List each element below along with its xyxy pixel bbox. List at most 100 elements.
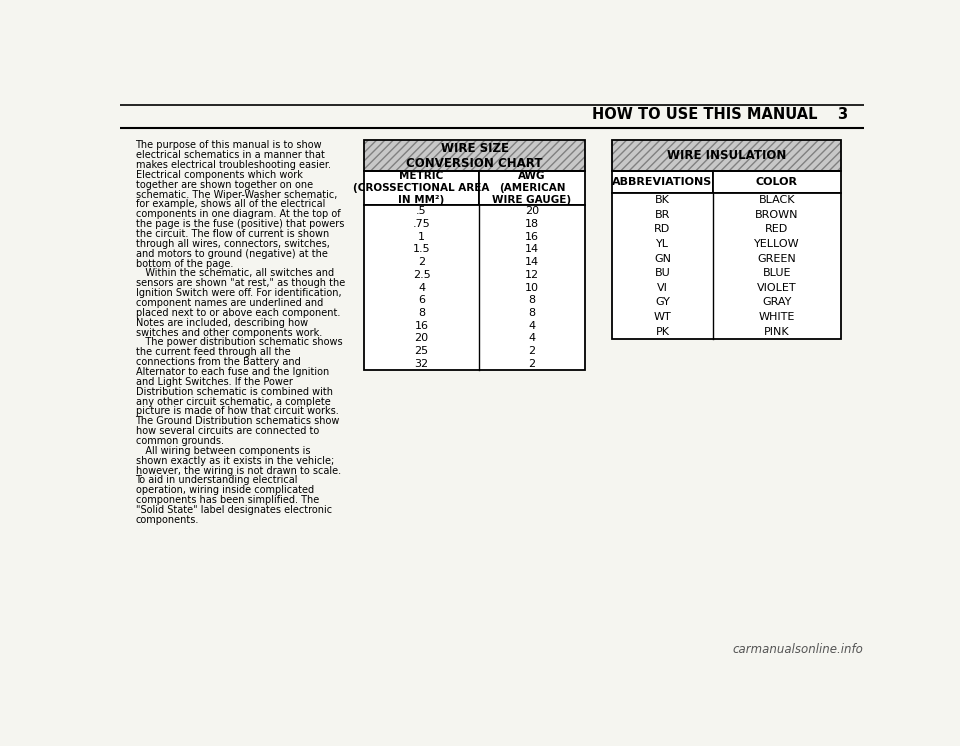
Bar — [612, 171, 712, 192]
Text: VIOLET: VIOLET — [756, 283, 797, 292]
Text: the current feed through all the: the current feed through all the — [135, 348, 290, 357]
Text: components in one diagram. At the top of: components in one diagram. At the top of — [135, 210, 340, 219]
Text: PINK: PINK — [764, 327, 789, 336]
Text: operation, wiring inside complicated: operation, wiring inside complicated — [135, 486, 314, 495]
Text: GRAY: GRAY — [762, 298, 791, 307]
Bar — [479, 171, 585, 205]
Text: schematic. The Wiper-Washer schematic,: schematic. The Wiper-Washer schematic, — [135, 189, 337, 200]
Text: 32: 32 — [415, 359, 428, 369]
Text: 4: 4 — [528, 333, 536, 343]
Text: 2.5: 2.5 — [413, 270, 430, 280]
Text: the circuit. The flow of current is shown: the circuit. The flow of current is show… — [135, 229, 328, 239]
Text: 14: 14 — [525, 257, 540, 267]
Text: picture is made of how that circuit works.: picture is made of how that circuit work… — [135, 407, 338, 416]
Text: RED: RED — [765, 225, 788, 234]
Text: components has been simplified. The: components has been simplified. The — [135, 495, 319, 505]
Text: 2: 2 — [418, 257, 425, 267]
Text: 20: 20 — [525, 207, 540, 216]
Text: VI: VI — [657, 283, 668, 292]
Text: components.: components. — [135, 515, 199, 525]
Text: The purpose of this manual is to show: The purpose of this manual is to show — [135, 140, 323, 151]
Text: 16: 16 — [525, 232, 539, 242]
Text: makes electrical troubleshooting easier.: makes electrical troubleshooting easier. — [135, 160, 330, 170]
Text: common grounds.: common grounds. — [135, 436, 224, 446]
Text: .75: .75 — [413, 219, 430, 229]
Text: COLOR: COLOR — [756, 177, 798, 187]
Text: 2: 2 — [528, 359, 536, 369]
Text: carmanualsonline.info: carmanualsonline.info — [732, 643, 864, 656]
Text: Notes are included, describing how: Notes are included, describing how — [135, 318, 307, 327]
Text: GREEN: GREEN — [757, 254, 796, 263]
Text: BROWN: BROWN — [755, 210, 799, 219]
Text: component names are underlined and: component names are underlined and — [135, 298, 323, 308]
Bar — [364, 140, 585, 171]
Bar — [612, 192, 841, 339]
Text: any other circuit schematic, a complete: any other circuit schematic, a complete — [135, 397, 330, 407]
Bar — [364, 171, 479, 205]
Text: and motors to ground (negative) at the: and motors to ground (negative) at the — [135, 248, 327, 259]
Bar — [364, 140, 585, 171]
Bar — [712, 171, 841, 192]
Text: 8: 8 — [418, 308, 425, 318]
Text: placed next to or above each component.: placed next to or above each component. — [135, 308, 340, 318]
Text: ABBREVIATIONS: ABBREVIATIONS — [612, 177, 712, 187]
Text: 18: 18 — [525, 219, 540, 229]
Text: Alternator to each fuse and the Ignition: Alternator to each fuse and the Ignition — [135, 367, 328, 377]
Text: To aid in understanding electrical: To aid in understanding electrical — [135, 475, 298, 486]
Text: 4: 4 — [528, 321, 536, 330]
Text: for example, shows all of the electrical: for example, shows all of the electrical — [135, 199, 324, 210]
Text: YL: YL — [656, 239, 669, 249]
Text: WIRE SIZE
CONVERSION CHART: WIRE SIZE CONVERSION CHART — [406, 142, 542, 170]
Text: 6: 6 — [418, 295, 425, 305]
Text: BR: BR — [655, 210, 670, 219]
Text: GY: GY — [655, 298, 670, 307]
Text: together are shown together on one: together are shown together on one — [135, 180, 313, 189]
Text: 10: 10 — [525, 283, 539, 292]
Text: The Ground Distribution schematics show: The Ground Distribution schematics show — [135, 416, 340, 426]
Text: how several circuits are connected to: how several circuits are connected to — [135, 426, 319, 436]
Text: 25: 25 — [415, 346, 428, 356]
Text: connections from the Battery and: connections from the Battery and — [135, 357, 300, 367]
Text: "Solid State" label designates electronic: "Solid State" label designates electroni… — [135, 505, 331, 515]
Text: HOW TO USE THIS MANUAL    3: HOW TO USE THIS MANUAL 3 — [592, 107, 849, 122]
Text: YELLOW: YELLOW — [754, 239, 800, 249]
Text: All wiring between components is: All wiring between components is — [135, 446, 310, 456]
Text: through all wires, connectors, switches,: through all wires, connectors, switches, — [135, 239, 329, 249]
Text: 2: 2 — [528, 346, 536, 356]
Text: Electrical components which work: Electrical components which work — [135, 170, 302, 180]
Text: RD: RD — [655, 225, 670, 234]
Text: 16: 16 — [415, 321, 428, 330]
Text: 8: 8 — [528, 295, 536, 305]
Text: AWG
(AMERICAN
WIRE GAUGE): AWG (AMERICAN WIRE GAUGE) — [492, 172, 571, 204]
Text: 1: 1 — [418, 232, 425, 242]
Text: electrical schematics in a manner that: electrical schematics in a manner that — [135, 150, 324, 160]
Bar — [364, 205, 585, 370]
Text: WHITE: WHITE — [758, 312, 795, 322]
Text: GN: GN — [654, 254, 671, 263]
Text: sensors are shown "at rest," as though the: sensors are shown "at rest," as though t… — [135, 278, 345, 288]
Text: 12: 12 — [525, 270, 540, 280]
Text: switches and other components work.: switches and other components work. — [135, 327, 322, 338]
Bar — [612, 140, 841, 171]
Text: 14: 14 — [525, 245, 540, 254]
Text: 1.5: 1.5 — [413, 245, 430, 254]
Text: 8: 8 — [528, 308, 536, 318]
Bar — [612, 140, 841, 171]
Text: PK: PK — [656, 327, 669, 336]
Text: BLUE: BLUE — [762, 268, 791, 278]
Text: however, the wiring is not drawn to scale.: however, the wiring is not drawn to scal… — [135, 466, 341, 476]
Text: BU: BU — [655, 268, 670, 278]
Text: WIRE INSULATION: WIRE INSULATION — [667, 149, 786, 162]
Text: BLACK: BLACK — [758, 195, 795, 205]
Text: WT: WT — [654, 312, 671, 322]
Text: Within the schematic, all switches and: Within the schematic, all switches and — [135, 269, 334, 278]
Text: and Light Switches. If the Power: and Light Switches. If the Power — [135, 377, 293, 387]
Text: shown exactly as it exists in the vehicle;: shown exactly as it exists in the vehicl… — [135, 456, 334, 466]
Text: bottom of the page.: bottom of the page. — [135, 259, 233, 269]
Text: BK: BK — [655, 195, 670, 205]
Text: .5: .5 — [417, 207, 427, 216]
Text: 20: 20 — [415, 333, 428, 343]
Text: Ignition Switch were off. For identification,: Ignition Switch were off. For identifica… — [135, 288, 341, 298]
Text: METRIC
(CROSSECTIONAL AREA
IN MM²): METRIC (CROSSECTIONAL AREA IN MM²) — [353, 172, 490, 204]
Text: 4: 4 — [418, 283, 425, 292]
